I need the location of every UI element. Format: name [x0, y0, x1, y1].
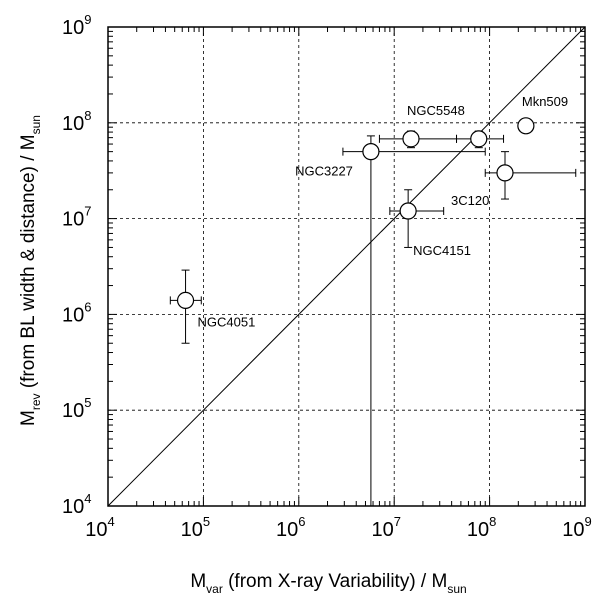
y-tick-label: 106 [62, 299, 91, 326]
point-marker [362, 143, 380, 161]
x-axis-title-main: M [190, 571, 206, 592]
point-label: NGC3227 [295, 164, 353, 179]
y-tick-label: 105 [62, 395, 91, 422]
data-point [456, 130, 505, 149]
x-tick-label: 106 [276, 514, 305, 541]
point-marker [402, 130, 420, 148]
y-tick-label: 107 [62, 204, 91, 231]
plot-frame [107, 26, 586, 507]
data-point: NGC3227 [295, 135, 486, 506]
point-marker [176, 291, 195, 310]
x-tick-label: 104 [85, 514, 114, 541]
point-marker [399, 202, 417, 220]
point-label: Mkn509 [522, 94, 568, 109]
axis-ticks: 104 105 106 107 108 109 104 105 106 107 108 109 [62, 12, 592, 541]
data-point: NGC4051 [169, 269, 256, 344]
x-axis-title-rest: (from X-ray Variability) / M [223, 571, 448, 592]
x-tick-label: 105 [181, 514, 210, 541]
y-axis-title-rest: (from BL width & distance) / M [18, 134, 39, 393]
grid [108, 27, 585, 506]
y-axis-title-main: M [18, 410, 39, 426]
point-label: NGC4151 [413, 243, 471, 258]
data-point: Mkn509 [517, 94, 568, 135]
point-marker [470, 130, 488, 148]
data-point: NGC4151 [389, 189, 471, 258]
data-points: NGC4051 NGC3227 NGC4151 NGC5548 3C120 Mkn509 [169, 94, 577, 506]
data-point: 3C120 [451, 151, 577, 208]
x-axis-title-sub: var [206, 582, 223, 596]
y-axis-title-unit-sub: sun [29, 115, 43, 134]
point-label: NGC5548 [407, 103, 465, 118]
point-marker [496, 164, 514, 182]
x-tick-label: 109 [562, 514, 591, 541]
point-label: NGC4051 [198, 314, 256, 329]
x-tick-label: 107 [371, 514, 400, 541]
point-label: 3C120 [451, 193, 489, 208]
y-tick-label: 109 [62, 12, 91, 39]
y-tick-label: 108 [62, 108, 91, 135]
x-axis-title: Mvar (from X-ray Variability) / Msun [190, 571, 466, 596]
y-axis-title: Mrev (from BL width & distance) / Msun [18, 115, 43, 426]
data-point: NGC5548 [378, 103, 465, 149]
x-tick-label: 108 [467, 514, 496, 541]
y-axis-title-sub: rev [29, 393, 43, 410]
point-marker [517, 117, 535, 135]
reference-line-y-equals-x [107, 26, 586, 507]
x-axis-title-unit-sub: sun [447, 582, 466, 596]
y-tick-label: 104 [62, 491, 91, 518]
